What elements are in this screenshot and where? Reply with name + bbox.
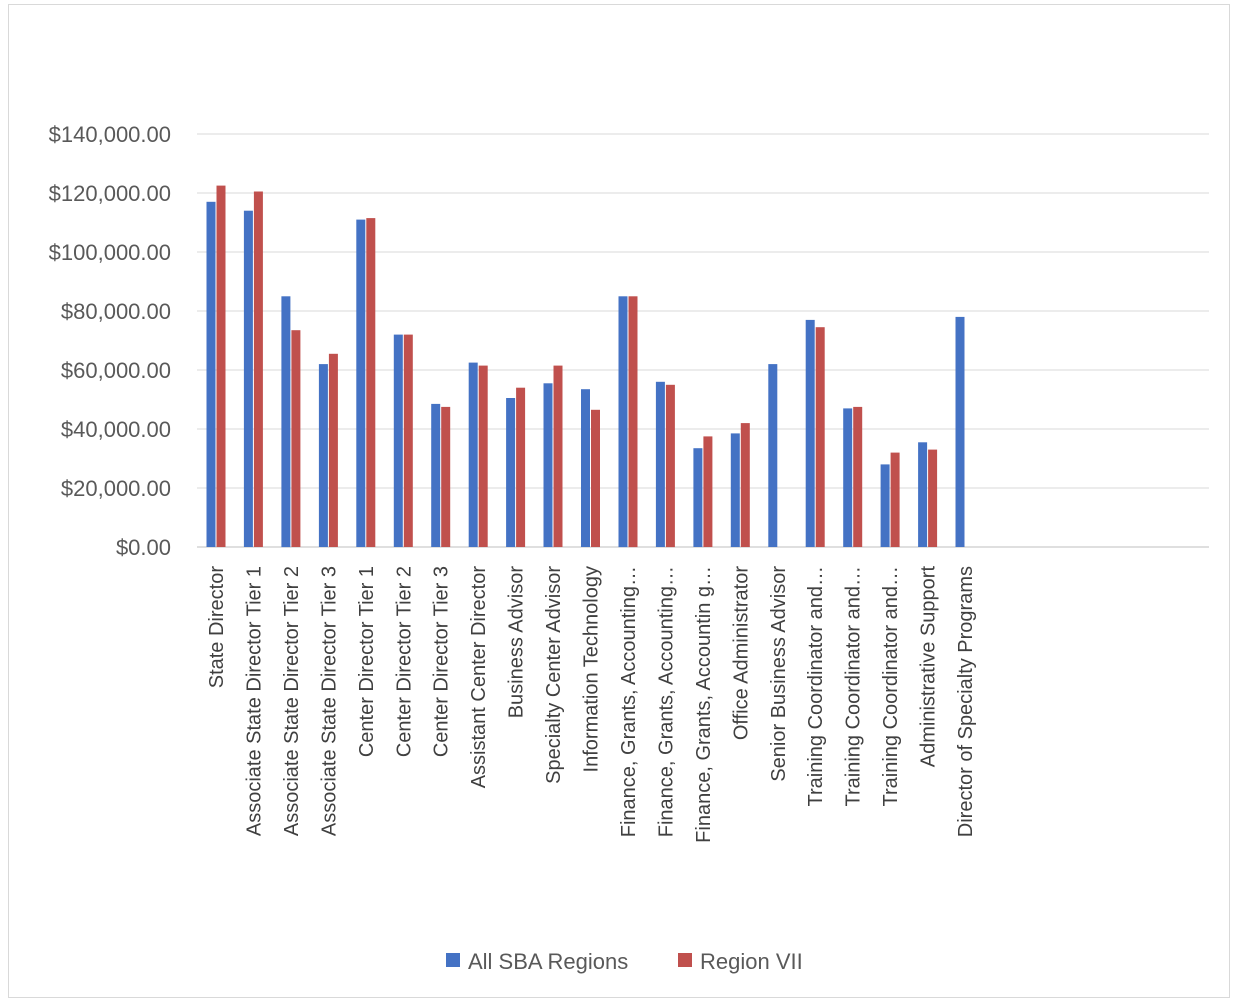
legend: All SBA Regions Region VII [446,949,803,974]
bar-all-sba-regions [281,296,291,548]
x-category-label: Finance, Grants, Accountin g… [693,566,715,843]
y-tick-label: $20,000.00 [61,476,171,501]
bar-region-vii [890,452,900,547]
bar-all-sba-regions [693,448,703,547]
bar-all-sba-regions [243,210,253,547]
bar-region-vii [628,296,638,548]
legend-swatch-all-sba-regions [446,953,460,967]
bar-region-vii [366,218,376,547]
x-category-label: Center Director Tier 2 [393,566,415,757]
bar-all-sba-regions [506,398,516,547]
bar-all-sba-regions [805,319,815,547]
x-category-label: Training Coordinator and… [805,566,827,807]
bar-all-sba-regions [618,296,628,548]
bar-region-vii [740,423,750,547]
x-category-label: Finance, Grants, Accounting… [655,566,677,837]
y-tick-label: $0.00 [116,535,171,560]
x-category-label: Center Director Tier 1 [356,566,378,757]
bar-region-vii [665,384,675,548]
y-axis-tick-labels: $0.00 $20,000.00 $40,000.00 $60,000.00 $80,0… [49,122,171,560]
x-category-label: Associate State Director Tier 1 [243,566,265,836]
x-category-label: Training Coordinator and… [843,566,865,807]
bar-all-sba-regions [318,364,328,547]
bar-all-sba-regions [955,316,965,547]
bar-all-sba-regions [468,362,478,547]
x-category-label: Administrative Support [918,566,940,768]
bar-all-sba-regions [393,334,403,547]
bar-all-sba-regions [768,364,778,547]
bar-region-vii [403,334,413,547]
y-tick-label: $120,000.00 [49,181,171,206]
x-category-label: Senior Business Advisor [768,566,790,782]
bar-all-sba-regions [918,442,928,547]
x-category-label: Associate State Director Tier 3 [318,566,340,836]
bar-region-vii [853,406,863,547]
x-category-label: Office Administrator [730,566,752,740]
legend-swatch-region-vii [678,953,692,967]
bar-region-vii [703,436,713,547]
x-category-label: Associate State Director Tier 2 [281,566,303,836]
bar-all-sba-regions [543,383,553,547]
bar-region-vii [516,387,526,547]
y-tick-label: $80,000.00 [61,299,171,324]
bar-region-vii [253,191,263,547]
y-tick-label: $40,000.00 [61,417,171,442]
x-category-label: Specialty Center Advisor [543,566,565,784]
bars [206,185,965,548]
bar-all-sba-regions [655,381,665,547]
bar-all-sba-regions [880,464,890,547]
x-category-label: Assistant Center Director [468,566,490,789]
bar-all-sba-regions [730,433,740,547]
bar-all-sba-regions [206,201,216,548]
x-category-label: Information Technology [581,566,603,772]
bar-region-vii [928,449,938,547]
x-category-label: Center Director Tier 3 [431,566,453,757]
x-category-label: Finance, Grants, Accounting… [618,566,640,837]
x-axis-category-labels: State Director Associate State Director T… [206,566,977,843]
bar-region-vii [291,330,301,547]
x-category-label: Business Advisor [506,566,528,719]
bar-region-vii [553,365,563,547]
bar-all-sba-regions [581,389,590,547]
legend-label-all-sba-regions: All SBA Regions [468,949,628,974]
x-category-label: Training Coordinator and… [880,566,902,807]
bar-region-vii [328,353,338,547]
bar-region-vii [591,409,600,547]
bar-region-vii [216,185,226,547]
y-tick-label: $60,000.00 [61,358,171,383]
x-category-label: Director of Specialty Programs [955,566,977,837]
x-category-label: State Director [206,566,228,689]
y-tick-label: $100,000.00 [49,240,171,265]
bar-all-sba-regions [356,219,366,547]
bar-region-vii [815,327,825,547]
gridlines [197,133,1209,548]
y-tick-label: $140,000.00 [49,122,171,147]
bar-region-vii [441,406,451,547]
legend-label-region-vii: Region VII [700,949,803,974]
bar-region-vii [478,365,488,547]
bar-all-sba-regions [843,408,853,547]
bar-all-sba-regions [431,403,441,547]
